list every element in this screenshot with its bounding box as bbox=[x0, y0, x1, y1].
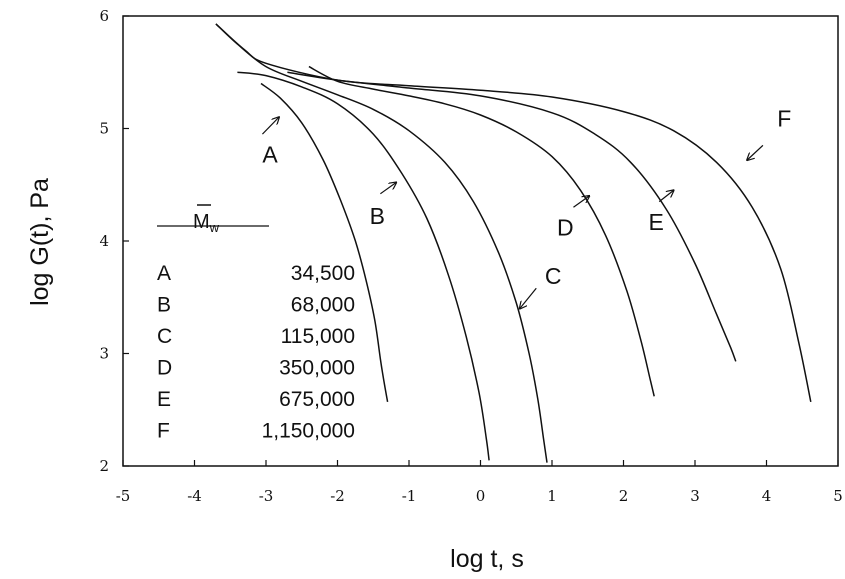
x-tick-label: 3 bbox=[690, 487, 700, 505]
x-tick-label: -1 bbox=[402, 487, 417, 505]
x-tick-label: 0 bbox=[476, 487, 486, 505]
legend-key: A bbox=[157, 262, 171, 285]
y-tick-label: 4 bbox=[99, 232, 109, 250]
y-tick-label: 5 bbox=[99, 120, 109, 138]
legend: Mw A 34,500 B 68,000 C 115,000 D 350,000 E 675,00… bbox=[157, 204, 355, 443]
curve-label-b: B bbox=[370, 203, 385, 229]
arrow-f bbox=[747, 144, 764, 160]
x-tick-label: -4 bbox=[187, 487, 202, 505]
series-line-c bbox=[215, 23, 548, 463]
y-tick-label: 2 bbox=[99, 457, 109, 475]
arrow-b bbox=[380, 183, 396, 195]
legend-key: D bbox=[157, 357, 172, 380]
y-tick-label: 6 bbox=[99, 7, 109, 25]
series-line-f bbox=[215, 23, 812, 403]
x-tick-label: 2 bbox=[619, 487, 629, 505]
curve-label-a: A bbox=[262, 141, 278, 167]
axis-ticks: -5 -4 -3 -2 -1 0 1 2 3 4 5 2 3 4 5 6 bbox=[99, 7, 842, 505]
curves bbox=[215, 23, 812, 463]
arrow-c bbox=[520, 287, 537, 308]
x-tick-label: -3 bbox=[259, 487, 274, 505]
legend-key: F bbox=[157, 420, 170, 443]
legend-rows: A 34,500 B 68,000 C 115,000 D 350,000 E 675,000 F 1… bbox=[157, 262, 355, 443]
curve-labels: A B CD E F bbox=[261, 105, 791, 308]
legend-value: 34,500 bbox=[291, 262, 355, 285]
curve-label-d: D bbox=[557, 214, 574, 240]
legend-value: 1,150,000 bbox=[262, 420, 355, 443]
legend-value: 350,000 bbox=[279, 357, 355, 380]
legend-value: 68,000 bbox=[291, 294, 355, 317]
curve-label-e: E bbox=[649, 209, 664, 235]
series-line-e bbox=[287, 71, 737, 362]
legend-value: 115,000 bbox=[281, 325, 355, 348]
curve-label-f: F bbox=[777, 105, 791, 131]
arrow-e bbox=[658, 190, 673, 203]
legend-key: E bbox=[157, 388, 171, 411]
curve-label-c: C bbox=[545, 263, 562, 289]
series-line-b bbox=[237, 71, 490, 461]
legend-key: C bbox=[157, 325, 172, 348]
y-tick-label: 3 bbox=[99, 345, 109, 363]
series-line-d bbox=[308, 65, 655, 397]
x-axis-title: log t, s bbox=[450, 545, 524, 573]
x-tick-label: -5 bbox=[116, 487, 131, 505]
x-tick-label: -2 bbox=[330, 487, 345, 505]
arrow-d bbox=[573, 196, 589, 208]
y-axis-title: log G(t), Pa bbox=[26, 178, 54, 306]
legend-value: 675,000 bbox=[279, 388, 355, 411]
x-tick-label: 4 bbox=[762, 487, 772, 505]
arrow-a bbox=[261, 117, 278, 135]
series-line-a bbox=[260, 82, 389, 403]
x-tick-label: 5 bbox=[833, 487, 843, 505]
legend-key: B bbox=[157, 294, 171, 317]
legend-title: Mw bbox=[193, 211, 220, 235]
x-tick-label: 1 bbox=[547, 487, 557, 505]
